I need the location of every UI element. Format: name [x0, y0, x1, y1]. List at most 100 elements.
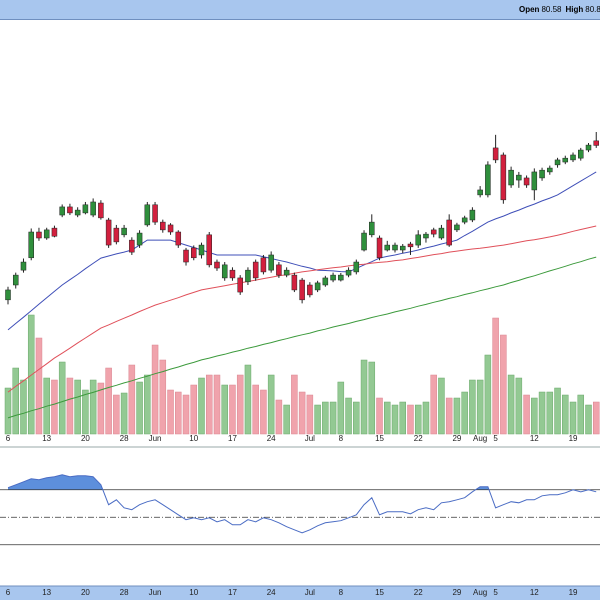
- x-tick-label: 15: [375, 434, 384, 443]
- x-tick-label: Jul: [305, 588, 315, 597]
- volume-bar: [422, 401, 430, 435]
- candle-body: [20, 261, 27, 271]
- volume-bar: [407, 404, 414, 435]
- volume-bar: [507, 374, 515, 435]
- candle-body: [376, 237, 383, 259]
- x-tick-label: 17: [228, 434, 237, 443]
- x-tick-label: 6: [6, 588, 11, 597]
- candle-body: [160, 221, 166, 231]
- volume-bar: [546, 391, 554, 435]
- x-tick-label: 29: [452, 434, 461, 443]
- candle-body: [492, 147, 499, 161]
- volume-bar: [515, 377, 523, 435]
- x-tick-label: Jun: [149, 434, 162, 443]
- volume-bar: [175, 391, 182, 435]
- candle-body: [407, 243, 414, 248]
- candle-body: [252, 261, 259, 279]
- candle-body: [392, 244, 398, 251]
- volume-bar: [267, 374, 275, 435]
- volume-bar: [105, 367, 112, 435]
- volume-bar: [523, 394, 530, 435]
- x-tick-label: 6: [6, 434, 11, 443]
- volume-bar: [12, 367, 19, 435]
- candle-body: [82, 204, 89, 214]
- volume-bar: [569, 401, 577, 435]
- volume-bar: [159, 359, 167, 435]
- volume-bar: [368, 361, 376, 435]
- x-tick-label: 28: [120, 588, 129, 597]
- x-tick-label: 12: [530, 434, 539, 443]
- volume-bar: [82, 389, 89, 435]
- x-tick-label: Jun: [149, 588, 162, 597]
- volume-bar: [283, 404, 290, 435]
- indicator-line: [7, 474, 597, 534]
- x-tick-label: 5: [493, 588, 498, 597]
- volume-bar: [445, 397, 453, 435]
- volume-bar: [213, 374, 221, 435]
- candle-body: [361, 232, 367, 251]
- candle-body: [214, 261, 220, 269]
- x-tick-label: 19: [569, 588, 578, 597]
- volume-bar: [128, 364, 136, 435]
- volume-bar: [120, 392, 128, 435]
- candle-body: [578, 149, 584, 159]
- candle-body: [59, 206, 65, 216]
- price-panel: [0, 20, 600, 448]
- volume-bar: [190, 384, 198, 435]
- candle-body: [399, 245, 406, 251]
- candle-body: [384, 244, 391, 251]
- candle-body: [454, 224, 460, 231]
- volume-bar: [236, 374, 244, 435]
- x-tick-label: Jul: [305, 434, 315, 443]
- volume-bar: [438, 377, 445, 435]
- candle-body: [43, 229, 50, 239]
- volume-bar: [275, 399, 283, 435]
- volume-bar: [399, 401, 406, 435]
- candle-body: [314, 282, 321, 291]
- volume-bar: [198, 377, 205, 435]
- candle-body: [221, 264, 228, 279]
- candle-body: [547, 167, 553, 173]
- candle-body: [415, 234, 421, 246]
- x-tick-label: 19: [569, 434, 578, 443]
- volume-bar: [592, 401, 600, 435]
- candle-body: [299, 279, 305, 301]
- x-tick-label: 22: [414, 588, 423, 597]
- candle-body: [98, 202, 104, 219]
- candle-body: [12, 274, 19, 286]
- volume-bar: [492, 317, 499, 435]
- candle-body: [74, 209, 81, 216]
- moving-average: [7, 225, 597, 393]
- candle-body: [113, 227, 120, 243]
- x-tick-label: 10: [189, 588, 198, 597]
- volume-bar: [500, 334, 507, 435]
- candle-body: [237, 277, 243, 293]
- volume-bar: [74, 379, 81, 435]
- x-tick-label: 12: [530, 588, 539, 597]
- volume-bar: [182, 394, 190, 435]
- candle-body: [136, 232, 143, 246]
- volume-bar: [376, 397, 383, 435]
- volume-bar: [469, 379, 476, 435]
- volume-bar: [298, 391, 306, 435]
- volume-bar: [97, 382, 105, 435]
- candle-body: [144, 204, 151, 226]
- x-tick-label: 13: [42, 588, 51, 597]
- candle-body: [461, 217, 468, 223]
- x-tick-label: 28: [120, 434, 129, 443]
- moving-average: [7, 171, 597, 331]
- volume-bar: [151, 344, 159, 435]
- volume-bar: [306, 394, 314, 435]
- candle-body: [516, 174, 522, 181]
- volume-bar: [260, 389, 267, 435]
- candle-body: [438, 227, 445, 239]
- candle-body: [67, 206, 73, 214]
- volume-bar: [353, 401, 360, 435]
- candle-body: [338, 274, 344, 281]
- volume-bar: [136, 381, 143, 435]
- volume-bar: [58, 361, 66, 435]
- volume-bar: [384, 401, 391, 435]
